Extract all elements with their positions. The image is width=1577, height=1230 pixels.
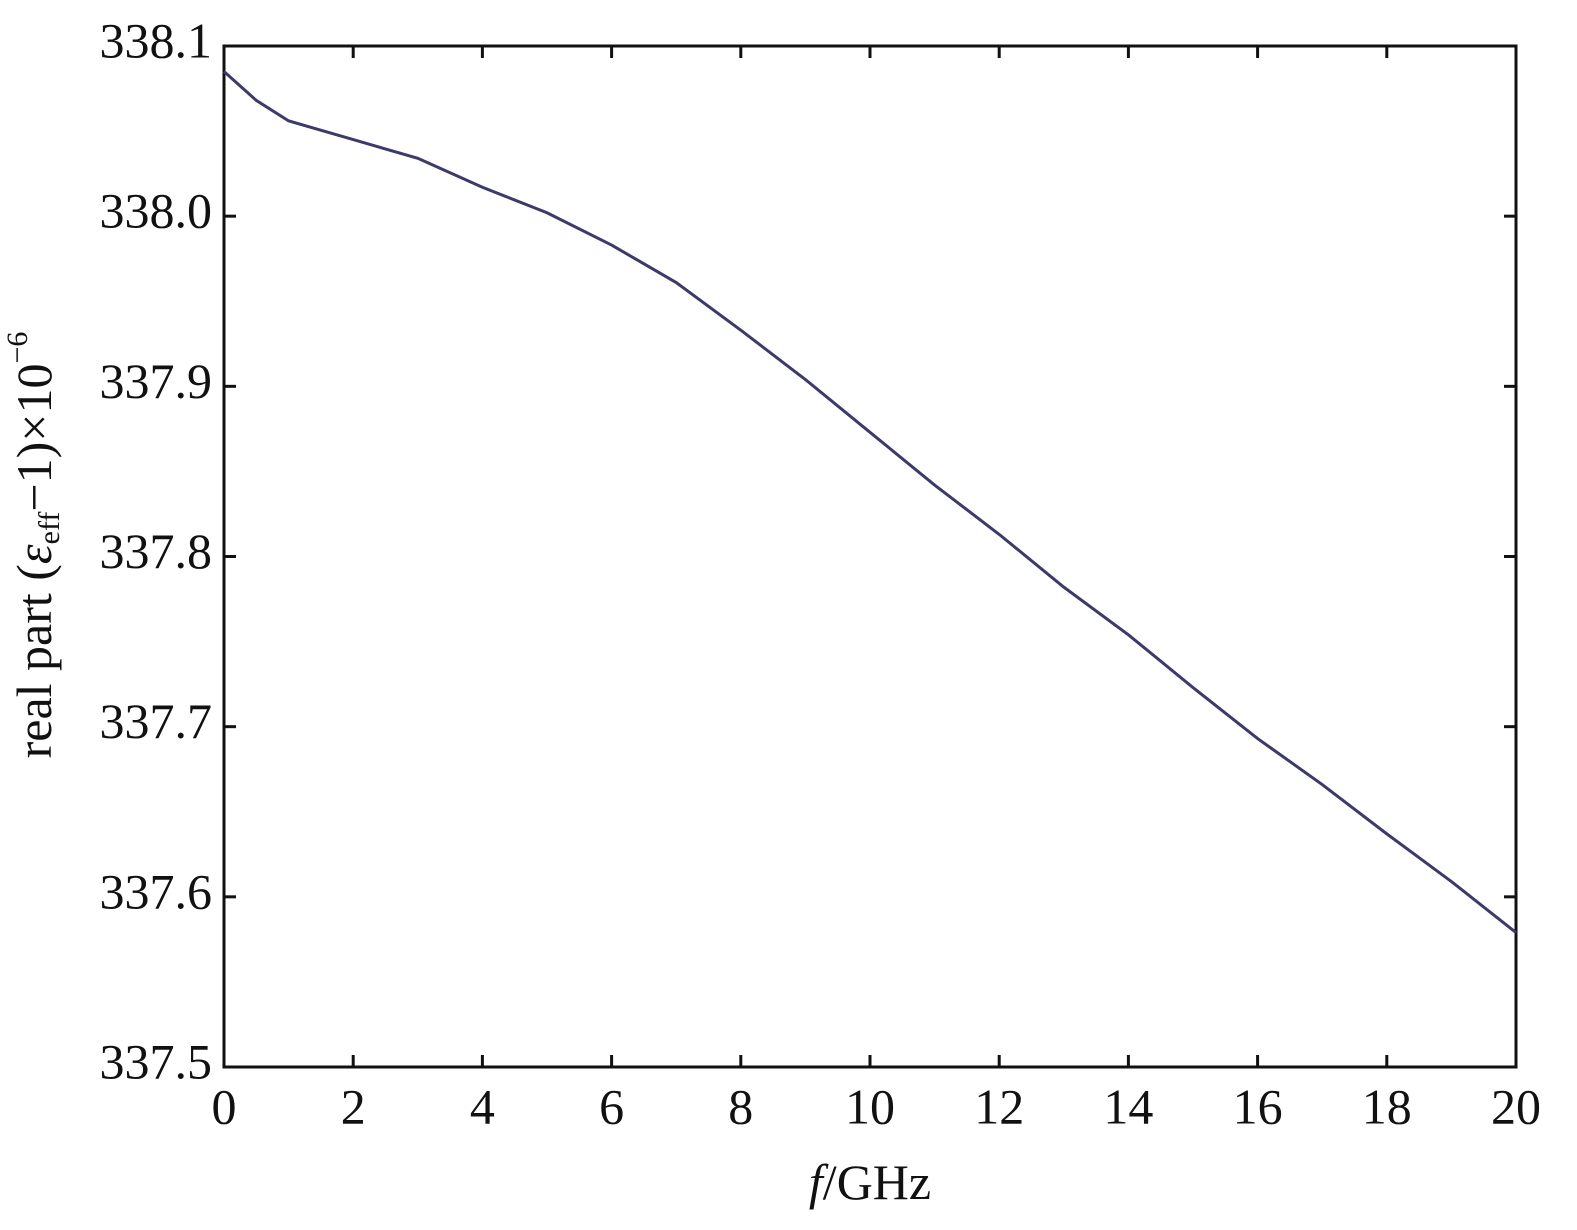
x-tick-label: 8 xyxy=(728,1078,753,1134)
x-tick-label: 12 xyxy=(974,1078,1024,1134)
y-label-superscript: −6 xyxy=(1,332,34,364)
plot-frame xyxy=(222,44,1518,1069)
x-tick-label: 2 xyxy=(341,1078,366,1134)
y-tick-label: 337.6 xyxy=(100,863,213,919)
y-tick-label: 338.1 xyxy=(100,12,213,68)
data-line xyxy=(222,70,1517,934)
x-tick-label: 20 xyxy=(1491,1078,1541,1134)
y-label-subscript: eff xyxy=(33,512,66,545)
y-tick-label: 337.7 xyxy=(100,693,213,749)
y-tick-label: 337.9 xyxy=(100,353,213,409)
y-label-symbol: ε xyxy=(6,544,62,564)
y-tick-label: 337.5 xyxy=(100,1033,213,1089)
y-axis-label: real part (εeff−1)×10−6 xyxy=(1,332,66,759)
x-label-part: /GHz xyxy=(823,1154,931,1210)
x-tick-label: 18 xyxy=(1362,1078,1412,1134)
x-axis-label: f/GHz xyxy=(809,1154,931,1210)
x-tick-label: 0 xyxy=(212,1078,237,1134)
x-tick-label: 14 xyxy=(1103,1078,1153,1134)
y-tick-label: 338.0 xyxy=(100,183,213,239)
y-tick-label: 337.8 xyxy=(100,523,213,579)
y-label-part: −1)×10 xyxy=(6,364,62,512)
x-tick-label: 6 xyxy=(599,1078,624,1134)
x-tick-label: 10 xyxy=(845,1078,895,1134)
x-tick-label: 4 xyxy=(470,1078,495,1134)
y-label-part: real part ( xyxy=(6,564,62,758)
x-tick-label: 16 xyxy=(1233,1078,1283,1134)
